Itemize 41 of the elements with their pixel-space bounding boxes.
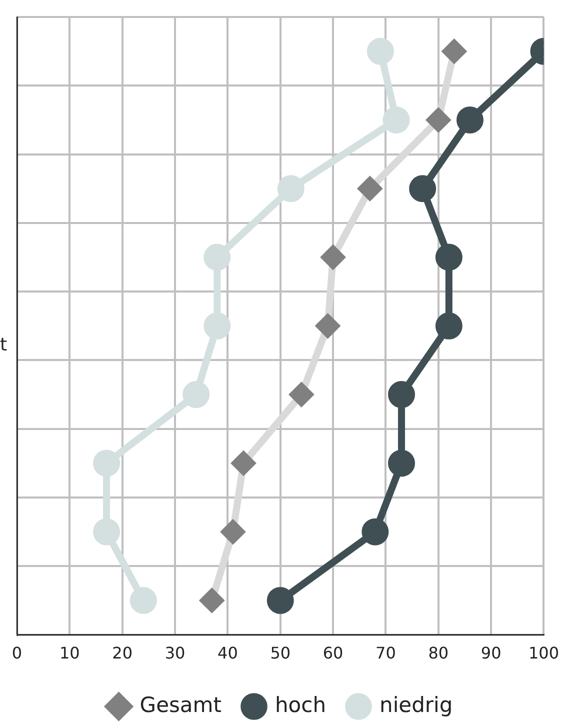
point: [456, 106, 484, 134]
x-tick-label: 10: [59, 644, 80, 663]
x-tick-label: 90: [480, 644, 502, 663]
x-tick-label: 0: [12, 644, 22, 663]
x-tick-label: 40: [218, 644, 238, 663]
text: t: [0, 334, 8, 356]
point: [266, 586, 294, 614]
point: [130, 586, 157, 614]
point: [204, 312, 231, 340]
x-tick-label: 100: [528, 644, 560, 663]
legend-label: Gesamt: [140, 692, 222, 717]
x-tick-label: 50: [270, 644, 291, 663]
point: [277, 175, 304, 202]
point: [435, 244, 462, 271]
point: [362, 518, 389, 546]
x-tick-label: 70: [376, 644, 396, 663]
point: [290, 383, 313, 406]
point: [204, 244, 231, 271]
x-tick-label: 30: [164, 644, 186, 663]
point: [388, 381, 416, 408]
point: [322, 246, 345, 269]
point: [382, 106, 410, 134]
x-tick-label: 80: [428, 644, 449, 663]
point: [93, 450, 120, 477]
point: [358, 177, 382, 200]
legend-label: niedrig: [380, 692, 453, 717]
x-tick-label: 60: [322, 644, 344, 663]
point: [93, 518, 120, 546]
point: [409, 175, 436, 202]
legend-label: hoch: [274, 692, 326, 717]
x-tick-label: 20: [112, 644, 133, 663]
point: [435, 312, 462, 340]
point: [232, 452, 255, 475]
point: [316, 314, 340, 338]
point: [388, 450, 416, 477]
point: [442, 40, 466, 63]
point: [366, 38, 394, 65]
point: [426, 108, 450, 132]
point: [182, 381, 210, 408]
point: [200, 588, 224, 612]
point: [221, 520, 244, 544]
